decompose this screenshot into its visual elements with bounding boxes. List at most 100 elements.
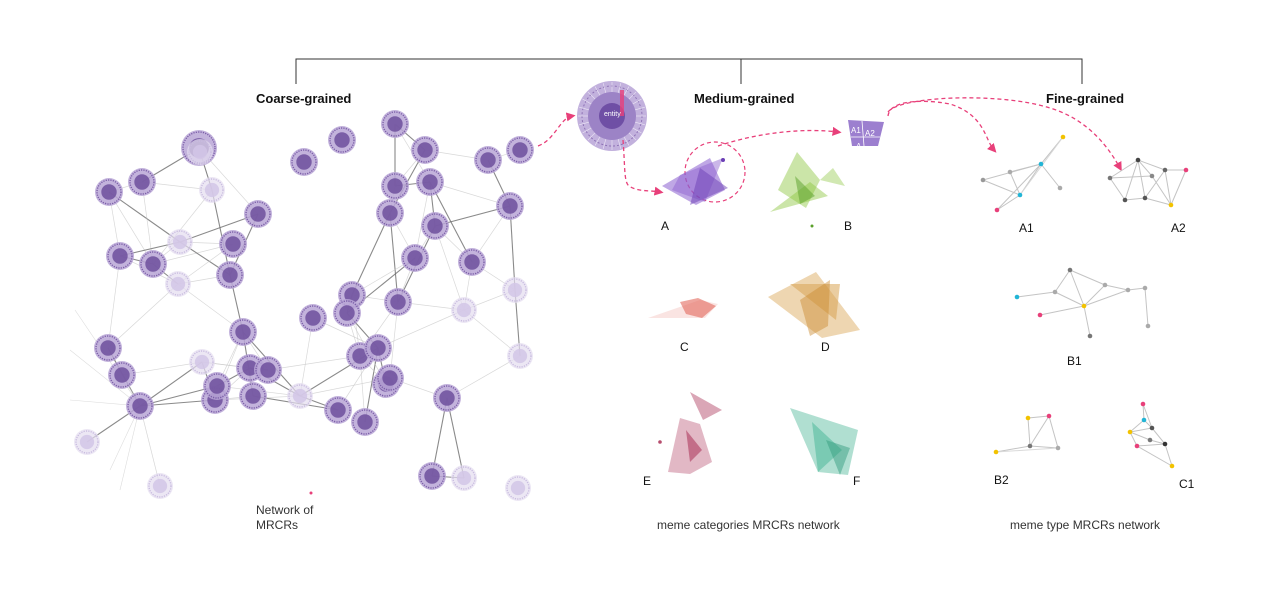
type-edge xyxy=(1144,197,1172,206)
dashed-arrow xyxy=(887,97,1122,172)
category-label-d: D xyxy=(821,340,830,354)
network-node xyxy=(187,139,213,165)
type-node xyxy=(1142,285,1148,291)
type-node xyxy=(1140,401,1146,407)
type-edge xyxy=(995,447,1059,453)
network-node xyxy=(290,148,318,176)
type-node xyxy=(1147,437,1153,443)
type-node xyxy=(1007,169,1013,175)
type-node xyxy=(1135,157,1141,163)
network-node xyxy=(507,343,533,369)
type-edge xyxy=(1127,287,1146,291)
network-node xyxy=(126,392,154,420)
type-edge xyxy=(1137,159,1153,177)
network-node xyxy=(401,244,429,272)
network-node xyxy=(451,465,477,491)
type-edge xyxy=(1124,159,1139,201)
network-node xyxy=(219,230,247,258)
type-edge xyxy=(1142,403,1145,421)
network-node xyxy=(502,277,528,303)
type-network-b2 xyxy=(993,413,1061,455)
category-label-e: E xyxy=(643,474,652,488)
type-edge xyxy=(1083,305,1091,337)
type-network-a1 xyxy=(980,134,1066,213)
network-node xyxy=(433,384,461,412)
entity-glyph xyxy=(577,81,647,151)
type-node xyxy=(1017,192,1023,198)
type-edge xyxy=(1149,439,1166,445)
type-edge xyxy=(1029,415,1050,447)
category-network-c xyxy=(648,298,718,318)
network-node xyxy=(384,288,412,316)
category-network-b xyxy=(770,152,845,228)
type-edge xyxy=(1083,289,1129,307)
type-edge xyxy=(1129,419,1145,433)
type-edge xyxy=(1164,169,1172,206)
type-node xyxy=(1025,415,1031,421)
type-edge xyxy=(1137,159,1166,171)
type-edge xyxy=(1129,431,1151,441)
type-node xyxy=(1145,323,1151,329)
type-node xyxy=(1149,173,1155,179)
type-node xyxy=(1168,202,1174,208)
network-node xyxy=(74,429,100,455)
type-node xyxy=(1014,294,1020,300)
type-label-a1: A1 xyxy=(1019,221,1034,235)
type-edge xyxy=(1136,445,1173,467)
type-edge xyxy=(1164,443,1173,467)
type-node xyxy=(1134,443,1140,449)
network-node xyxy=(239,382,267,410)
category-networks xyxy=(648,152,860,475)
category-label-f: F xyxy=(853,474,861,488)
dashed-arrow xyxy=(717,126,842,147)
type-node xyxy=(1087,333,1093,339)
network-node xyxy=(254,356,282,384)
network-node xyxy=(128,168,156,196)
network-edge xyxy=(389,212,399,303)
type-node xyxy=(1142,195,1148,201)
network-edge xyxy=(446,355,521,399)
network-node xyxy=(376,199,404,227)
glyph-center-label: entity xyxy=(604,111,621,118)
network-node xyxy=(364,334,392,362)
type-node xyxy=(1107,175,1113,181)
medium-grained-header: Medium-grained xyxy=(694,91,795,106)
type-edge xyxy=(1104,284,1129,291)
network-edge xyxy=(211,189,231,276)
type-label-b2: B2 xyxy=(994,473,1009,487)
network-node xyxy=(229,318,257,346)
network-node xyxy=(416,168,444,196)
type-edge xyxy=(1129,431,1138,447)
glyph-segment-a2: A2 xyxy=(865,129,875,138)
glyph-segment-a: A xyxy=(856,142,862,151)
type-edge xyxy=(1170,169,1187,206)
network-node xyxy=(381,110,409,138)
type-edge xyxy=(1109,159,1139,179)
type-edge xyxy=(1040,163,1061,189)
category-network-f xyxy=(790,408,858,475)
type-label-b1: B1 xyxy=(1067,354,1082,368)
type-edge xyxy=(1009,171,1021,196)
glyph-segment-a1: A1 xyxy=(851,126,861,135)
type-node xyxy=(1081,303,1087,309)
type-node xyxy=(1027,443,1033,449)
coarse-network xyxy=(69,110,534,501)
type-node xyxy=(1169,463,1175,469)
network-node xyxy=(324,396,352,424)
network-node xyxy=(351,408,379,436)
type-node xyxy=(1125,287,1131,293)
type-edge xyxy=(1144,287,1149,327)
type-edge xyxy=(1054,291,1085,307)
network-node xyxy=(165,271,191,297)
type-edge xyxy=(1137,159,1146,199)
type-edge xyxy=(1027,417,1031,447)
type-edge xyxy=(1069,269,1106,286)
network-node xyxy=(411,136,439,164)
dashed-arrow xyxy=(537,112,576,147)
type-network-b1 xyxy=(1014,267,1151,339)
type-edge xyxy=(1016,291,1056,298)
network-edge xyxy=(351,212,391,296)
category-network-e xyxy=(658,392,722,474)
network-node xyxy=(203,372,231,400)
network-node xyxy=(139,250,167,278)
